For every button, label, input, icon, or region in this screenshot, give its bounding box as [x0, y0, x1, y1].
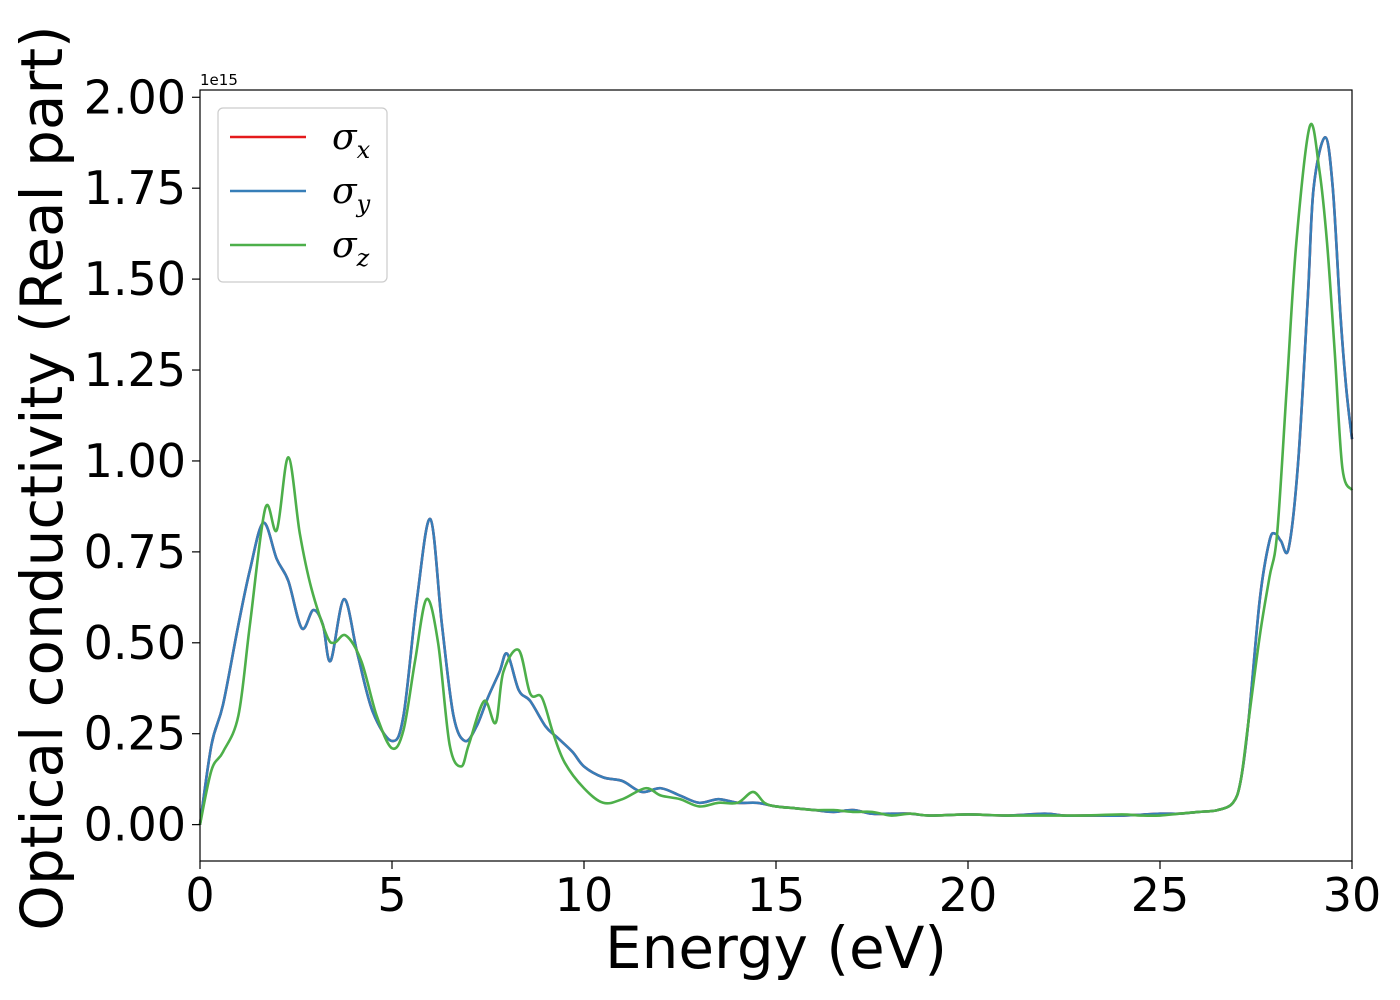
legend-label-y: σy	[332, 171, 371, 218]
legend-box	[217, 107, 388, 283]
y-tick-label: 1.25	[84, 343, 186, 397]
y-tick-label: 0.75	[84, 525, 186, 579]
y-tick-label: 2.00	[84, 70, 186, 124]
series-line-y	[198, 135, 1354, 825]
x-tick-label: 25	[1131, 868, 1190, 922]
y-tick-label: 0.50	[84, 616, 186, 670]
legend-subscript: y	[356, 190, 371, 218]
legend-subscript: z	[356, 244, 370, 272]
y-tick-label: 0.00	[84, 798, 186, 852]
x-tick-label: 0	[185, 868, 214, 922]
y-tick-label: 1.75	[84, 161, 186, 215]
y-tick-label: 0.25	[84, 707, 186, 761]
x-tick-label: 10	[555, 868, 614, 922]
legend-label-z: σz	[332, 225, 370, 272]
legend-label-x: σx	[332, 117, 371, 164]
x-tick-label: 30	[1323, 868, 1382, 922]
legend-subscript: x	[357, 136, 371, 164]
legend-symbol: σ	[332, 117, 358, 158]
y-tick-label: 1.50	[84, 252, 186, 306]
x-axis-title: Energy (eV)	[605, 914, 947, 982]
x-tick-label: 20	[939, 868, 998, 922]
series-line-z	[198, 122, 1354, 825]
x-tick-label: 15	[747, 868, 806, 922]
x-tick-label: 5	[377, 868, 406, 922]
series-layer	[198, 122, 1354, 825]
y-tick-label: 1.00	[84, 434, 186, 488]
legend-symbol: σ	[332, 225, 358, 266]
y-axis-title: Optical conductivity (Real part)	[8, 25, 76, 930]
legend-symbol: σ	[332, 171, 358, 212]
y-offset-label: 1e15	[200, 71, 238, 89]
y-axis: 0.00 0.25 0.50 0.75 1.00 1.25 1.50 1.75 2.00	[84, 70, 200, 852]
x-axis: 0 5 10 15 20 25 30	[185, 861, 1381, 922]
